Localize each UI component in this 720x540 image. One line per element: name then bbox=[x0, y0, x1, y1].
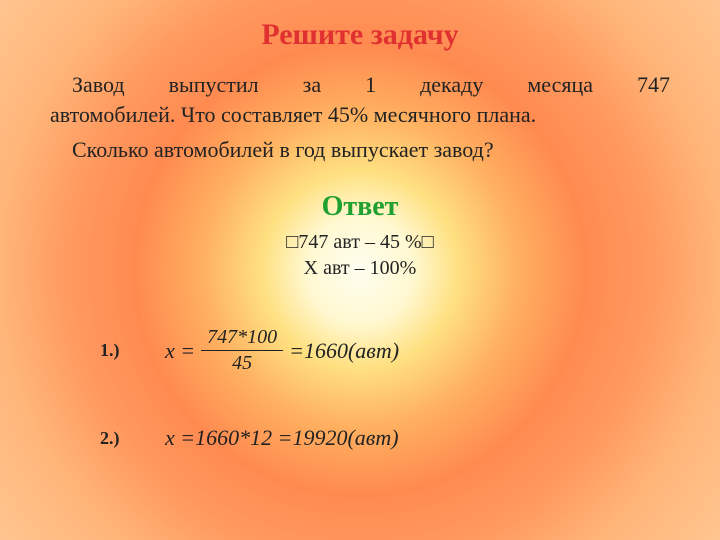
problem-line-2: автомобилей. Что составляет 45% месячног… bbox=[50, 100, 670, 130]
problem-text: Завод выпустил за 1 декаду месяца 747 ав… bbox=[50, 70, 670, 129]
formula-suffix: =1660(авт) bbox=[289, 338, 399, 364]
step-2-formula: x =1660*12 =19920(авт) bbox=[165, 425, 399, 451]
slide-title: Решите задачу bbox=[0, 0, 720, 52]
answer-line-1: □747 авт – 45 %□ bbox=[0, 229, 720, 255]
step-2: 2.) x =1660*12 =19920(авт) bbox=[100, 425, 720, 451]
step-1-formula: x = 747*100 45 =1660(авт) bbox=[165, 326, 399, 375]
numerator: 747*100 bbox=[201, 326, 283, 351]
fraction: 747*100 45 bbox=[201, 326, 283, 375]
question-text: Сколько автомобилей в год выпускает заво… bbox=[50, 137, 670, 163]
answer-setup: □747 авт – 45 %□ Х авт – 100% bbox=[0, 229, 720, 281]
answer-heading: Ответ bbox=[0, 191, 720, 223]
problem-line-1: Завод выпустил за 1 декаду месяца 747 bbox=[50, 70, 670, 100]
answer-line-2: Х авт – 100% bbox=[0, 255, 720, 281]
formula-prefix: x = bbox=[165, 338, 195, 364]
denominator: 45 bbox=[226, 351, 258, 375]
step-2-label: 2.) bbox=[100, 428, 165, 449]
step-1-label: 1.) bbox=[100, 340, 165, 361]
step-1: 1.) x = 747*100 45 =1660(авт) bbox=[100, 326, 720, 375]
formula-text: x =1660*12 =19920(авт) bbox=[165, 425, 399, 451]
